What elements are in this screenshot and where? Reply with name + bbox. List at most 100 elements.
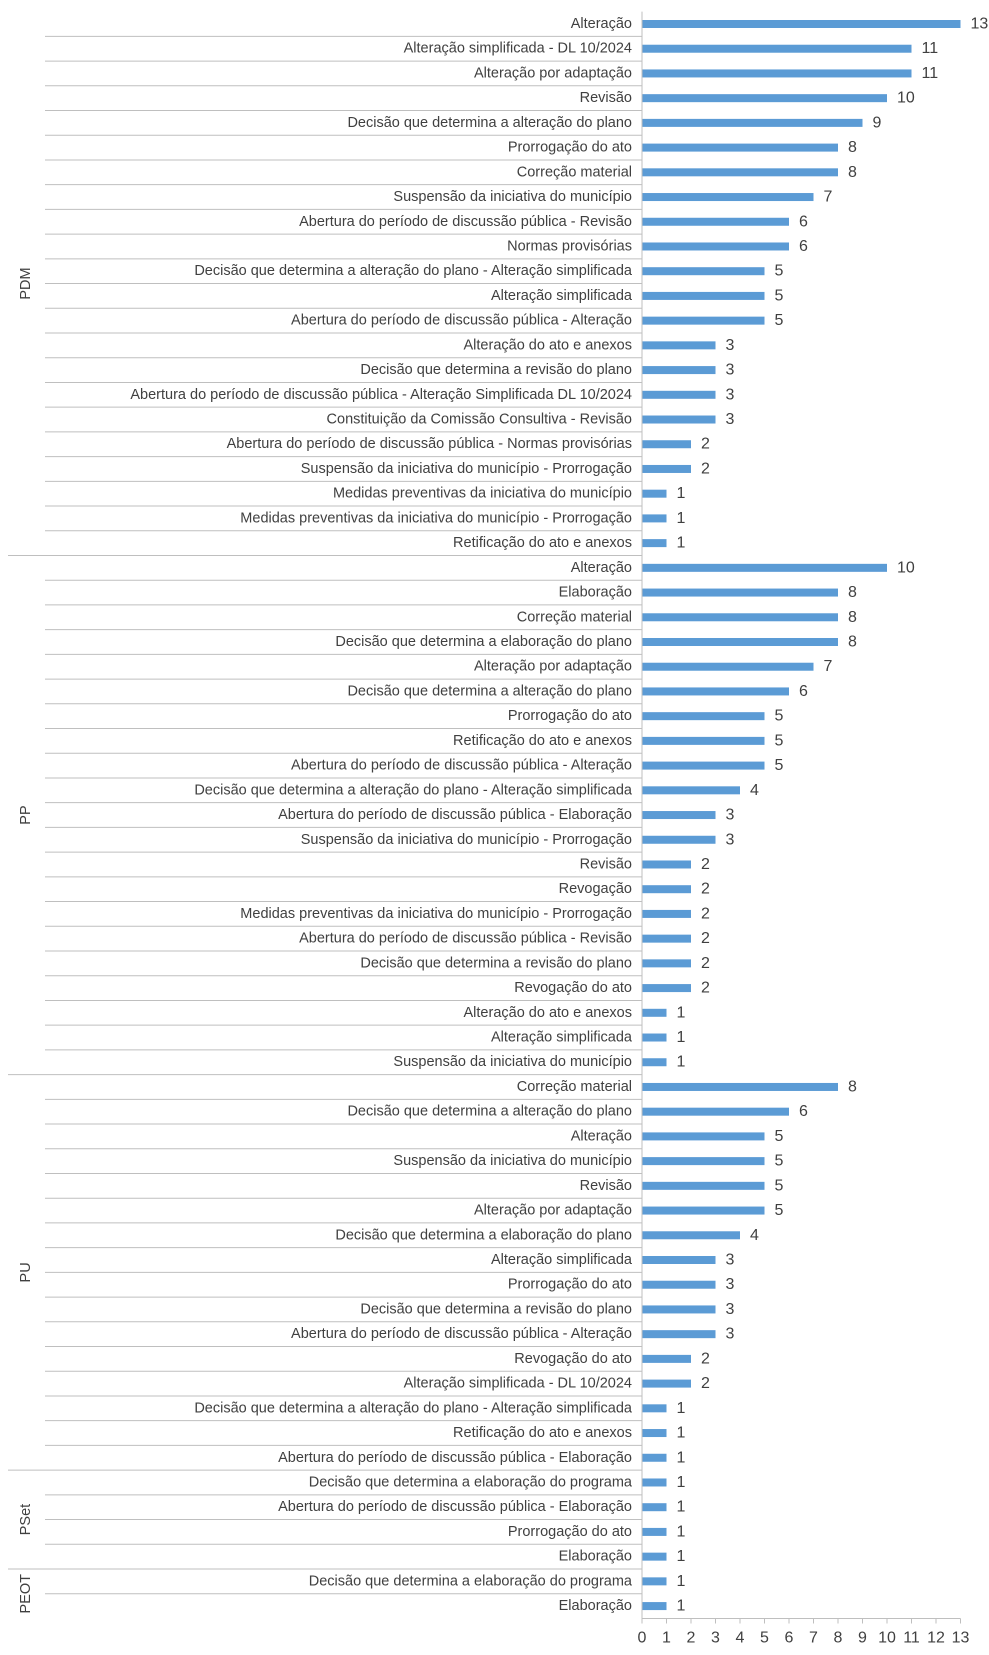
value-label: 1 [677, 1499, 686, 1516]
value-label: 8 [848, 634, 857, 651]
bar [642, 1577, 667, 1586]
value-label: 3 [726, 1326, 735, 1343]
bar [642, 1206, 765, 1215]
value-label: 1 [677, 1029, 686, 1046]
value-label: 5 [775, 732, 784, 749]
category-label: Prorrogação do ato [508, 140, 632, 156]
value-label: 3 [726, 411, 735, 428]
category-label: Abertura do período de discussão pública… [278, 1499, 632, 1515]
value-label: 8 [848, 164, 857, 181]
bar [642, 1082, 838, 1091]
bar [642, 44, 912, 53]
category-label: Prorrogação do ato [508, 708, 632, 724]
category-label: Revisão [580, 90, 632, 106]
category-label: Prorrogação do ato [508, 1524, 632, 1540]
category-label: Suspensão da iniciativa do município - P… [301, 832, 632, 848]
bar [642, 1527, 667, 1536]
category-label: Retificação do ato e anexos [453, 1425, 632, 1441]
category-label: Suspensão da iniciativa do município [393, 189, 632, 205]
value-label: 2 [701, 955, 710, 972]
value-label: 7 [824, 189, 833, 206]
value-label: 3 [726, 807, 735, 824]
x-tick-label: 11 [903, 1629, 920, 1646]
category-label: Correção material [517, 609, 632, 625]
bar [642, 835, 716, 844]
category-label: Decisão que determina a alteração do pla… [347, 683, 632, 699]
bar [642, 736, 765, 745]
value-label: 1 [677, 1548, 686, 1565]
category-label: Suspensão da iniciativa do município [393, 1153, 632, 1169]
category-label: Decisão que determina a elaboração do pr… [309, 1474, 633, 1490]
bar [642, 1354, 691, 1363]
category-label: Decisão que determina a alteração do pla… [347, 1104, 632, 1120]
value-label: 1 [677, 1523, 686, 1540]
value-label: 3 [726, 362, 735, 379]
category-labels: Alteração Alteração simplificada - DL 10/… [130, 16, 633, 1614]
bar [642, 1478, 667, 1487]
group-label: PP [18, 805, 34, 824]
value-label: 2 [701, 856, 710, 873]
x-tick-label: 10 [878, 1629, 896, 1646]
x-tick-label: 7 [809, 1629, 818, 1646]
bar [642, 1058, 667, 1067]
x-axis: 0 1 2 3 4 5 6 7 8 9 10 11 12 13 [638, 11, 970, 1646]
category-label: Revogação [559, 881, 632, 897]
bar [642, 1330, 716, 1339]
value-label: 11 [922, 40, 939, 57]
value-label: 8 [848, 584, 857, 601]
bar [642, 291, 765, 300]
bar [642, 934, 691, 943]
bar [642, 687, 789, 696]
value-label: 1 [677, 1598, 686, 1615]
x-tick-label: 0 [638, 1629, 647, 1646]
value-label: 1 [677, 1474, 686, 1491]
value-labels: 1311111098876655533332211110888765554332… [677, 16, 989, 1615]
group-label: PEOT [18, 1574, 34, 1614]
bar [642, 20, 961, 28]
category-label: Constituição da Comissão Consultiva - Re… [327, 412, 632, 428]
value-label: 6 [799, 238, 808, 255]
value-label: 2 [701, 1375, 710, 1392]
category-label: Alteração simplificada [491, 288, 633, 304]
bar [642, 267, 765, 276]
bar [642, 959, 691, 968]
bar [642, 1256, 716, 1264]
category-label: Alteração do ato e anexos [464, 1005, 632, 1021]
bar [642, 316, 765, 325]
value-label: 10 [897, 559, 915, 576]
category-label: Decisão que determina a elaboração do pl… [335, 1227, 632, 1243]
bar [642, 1157, 765, 1166]
bar [642, 94, 887, 103]
bar [642, 662, 814, 671]
value-label: 6 [799, 213, 808, 230]
value-label: 1 [677, 1400, 686, 1417]
category-label: Revogação do ato [514, 1351, 632, 1367]
x-tick-label: 3 [711, 1629, 720, 1646]
category-label: Medidas preventivas da iniciativa do mun… [240, 510, 632, 526]
bar [642, 1280, 716, 1289]
category-label: Decisão que determina a revisão do plano [360, 1301, 632, 1317]
value-label: 10 [897, 90, 915, 107]
bar [642, 1379, 691, 1388]
value-label: 5 [775, 708, 784, 725]
value-label: 5 [775, 1153, 784, 1170]
category-label: Alteração simplificada [491, 1252, 633, 1268]
group-label: PDM [18, 267, 34, 299]
value-label: 2 [701, 905, 710, 922]
value-label: 8 [848, 609, 857, 626]
bar [642, 1503, 667, 1512]
x-tick-label: 6 [785, 1629, 794, 1646]
bar [642, 193, 814, 202]
value-label: 3 [726, 386, 735, 403]
bar [642, 1602, 667, 1611]
value-label: 1 [677, 1425, 686, 1442]
x-tick-label: 4 [736, 1629, 745, 1646]
bars [642, 20, 961, 1611]
group-labels: PDM PP PU PSet PEOT [18, 267, 34, 1613]
bar [642, 1107, 789, 1116]
category-label: Revogação do ato [514, 980, 632, 996]
bar [642, 489, 667, 498]
category-label: Alteração [571, 1128, 632, 1144]
value-label: 7 [824, 658, 833, 675]
bar [642, 341, 716, 350]
